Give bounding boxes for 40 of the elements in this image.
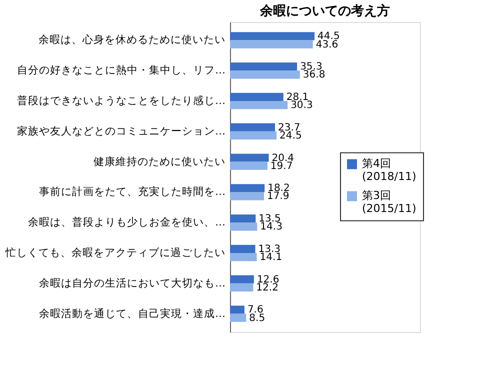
y-tick-label: 余暇は、普段よりも少しお金を使い、… <box>28 216 226 229</box>
bar <box>230 154 269 162</box>
bar <box>230 70 300 79</box>
data-label: 24.5 <box>280 130 302 142</box>
bar <box>230 123 276 132</box>
bar <box>230 244 256 253</box>
y-tick-label: 忙しくても、余暇をアクティブに過ごしたい <box>4 246 226 259</box>
bar <box>230 162 268 170</box>
data-label: 14.1 <box>260 252 282 264</box>
y-tick-label: 普段はできないようなことをしたり感じ… <box>17 94 226 108</box>
data-label: 19.7 <box>270 160 293 172</box>
bar <box>230 131 277 140</box>
y-tick-label: 余暇は、心身を休めるために使いたい <box>38 33 226 46</box>
bar <box>230 32 315 40</box>
bar <box>230 92 284 102</box>
bar <box>230 40 313 48</box>
y-tick-label: 余暇は自分の生活において大切なも… <box>39 276 226 290</box>
bar <box>230 214 256 223</box>
bar <box>230 306 244 314</box>
bar <box>230 283 254 292</box>
data-label: 43.6 <box>316 39 338 50</box>
data-label: 30.3 <box>290 100 313 112</box>
bar <box>230 101 288 110</box>
data-label: 8.5 <box>249 312 266 324</box>
bar <box>230 275 254 284</box>
chart-title: 余暇についての考え方 <box>259 3 390 19</box>
bar <box>230 192 264 200</box>
bar <box>230 184 265 192</box>
y-tick-label: 余暇活動を通じて、自己実現・達成… <box>39 306 226 320</box>
bar <box>230 222 258 231</box>
y-tick-label: 健康維持のために使いたい <box>94 154 226 168</box>
bar <box>230 252 257 262</box>
y-tick-label: 事前に計画をたて、充実した時間を… <box>39 185 226 198</box>
y-tick-label: 家族や友人などとのコミュニケーション… <box>17 124 226 138</box>
legend-label: 第3回 (2015/11) <box>362 189 416 216</box>
data-label: 12.2 <box>256 282 278 294</box>
y-tick-label: 自分の好きなことに熱中・集中し、リフ… <box>17 64 226 77</box>
bar <box>230 314 246 322</box>
bar <box>230 62 298 71</box>
legend-label: 第4回 (2018/11) <box>362 157 416 184</box>
